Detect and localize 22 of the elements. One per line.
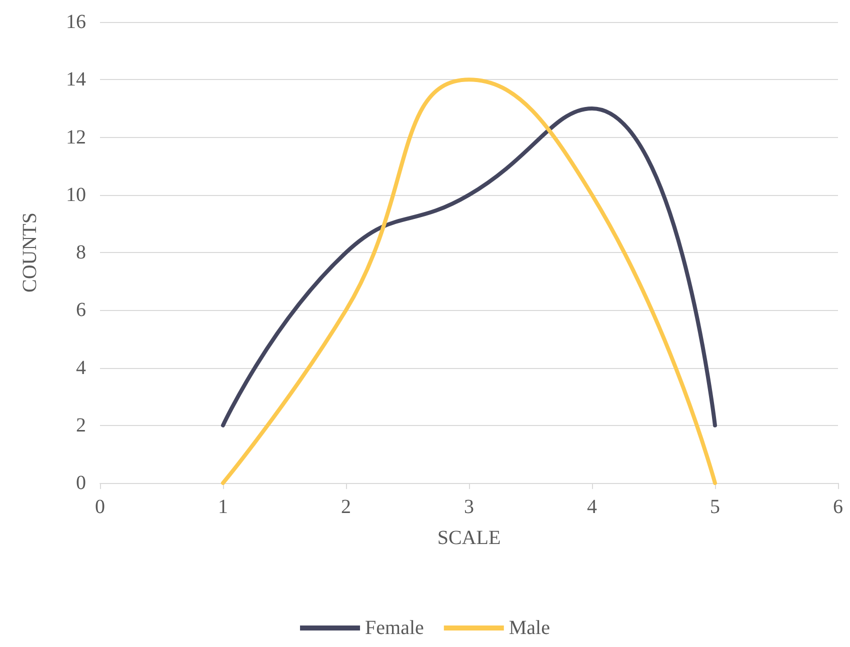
y-tick-label: 2 — [76, 414, 86, 436]
x-axis-title: SCALE — [437, 527, 501, 549]
y-tick-label: 4 — [76, 356, 86, 379]
x-tick-label: 3 — [464, 496, 474, 518]
line-series — [221, 106, 717, 428]
y-tick-label: 6 — [76, 299, 86, 322]
y-tick-label: 14 — [66, 68, 86, 91]
x-tick-label: 2 — [341, 496, 351, 518]
line-series — [221, 78, 717, 485]
legend-label: Female — [365, 617, 424, 639]
y-tick-label: 8 — [76, 242, 86, 264]
y-tick-label: 10 — [66, 184, 86, 206]
x-tick-label: 4 — [587, 496, 597, 518]
x-tick-label: 0 — [95, 496, 105, 518]
x-tick-label: 5 — [710, 496, 720, 518]
x-tick-label: 1 — [218, 496, 228, 518]
y-tick-label: 16 — [66, 11, 86, 33]
y-tick-label: 0 — [76, 472, 86, 494]
legend-label: Male — [508, 617, 550, 639]
x-tick-label: 6 — [833, 496, 843, 518]
y-axis-title: COUNTS — [19, 212, 41, 293]
y-tick-label: 12 — [66, 126, 86, 148]
